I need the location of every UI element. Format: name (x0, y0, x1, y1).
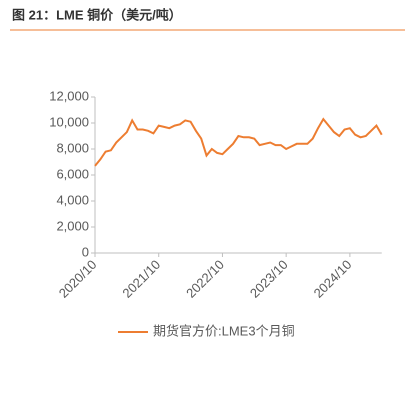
x-tick-label: 2022/10 (183, 257, 227, 301)
y-tick-label: 6,000 (56, 166, 89, 181)
x-tick-label: 2023/10 (247, 257, 291, 301)
x-tick-label: 2020/10 (56, 257, 100, 301)
y-tick-label: 0 (82, 244, 89, 259)
x-tick-label: 2024/10 (311, 257, 355, 301)
x-tick-label: 2021/10 (119, 257, 163, 301)
y-tick-label: 2,000 (56, 218, 89, 233)
chart-title: 图 21：LME 铜价（美元/吨） (12, 7, 182, 22)
line-series (94, 117, 383, 167)
y-tick-label: 8,000 (56, 140, 89, 155)
y-tick-label: 12,000 (49, 88, 89, 103)
y-tick-label: 4,000 (56, 192, 89, 207)
y-tick-label: 10,000 (49, 114, 89, 129)
legend-label: 期货官方价:LME3个月铜 (153, 323, 295, 338)
